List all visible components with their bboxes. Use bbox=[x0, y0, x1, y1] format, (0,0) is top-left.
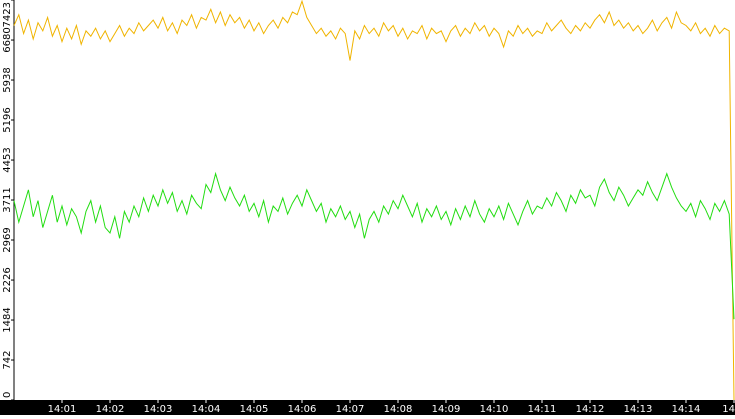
y-tick-label: 6680 bbox=[2, 27, 13, 52]
y-tick-label: 0 bbox=[2, 392, 13, 398]
y-tick-label: 2969 bbox=[2, 227, 13, 252]
x-tick-label: 14:07 bbox=[336, 404, 365, 415]
series-line bbox=[13, 0, 735, 401]
x-tick-label: 14:02 bbox=[96, 404, 125, 415]
x-tick-label: 14:03 bbox=[144, 404, 173, 415]
x-tick-label: 14:01 bbox=[48, 404, 77, 415]
x-tick-label: 14:05 bbox=[240, 404, 269, 415]
x-axis-band bbox=[0, 400, 735, 415]
y-tick-label: 3711 bbox=[2, 187, 13, 212]
y-tick-label: 2226 bbox=[2, 267, 13, 292]
x-tick-label: 14 bbox=[722, 404, 735, 415]
x-tick-label: 14:04 bbox=[192, 404, 221, 415]
y-tick-label: 7423 bbox=[2, 2, 13, 27]
x-tick-label: 14:10 bbox=[480, 404, 509, 415]
y-tick-label: 742 bbox=[2, 350, 13, 369]
x-tick-label: 14:12 bbox=[576, 404, 605, 415]
x-tick-label: 14:09 bbox=[432, 404, 461, 415]
x-tick-label: 14:14 bbox=[672, 404, 701, 415]
y-tick-label: 5196 bbox=[2, 107, 13, 132]
y-tick-label: 5938 bbox=[2, 67, 13, 92]
y-tick-label: 4453 bbox=[2, 147, 13, 172]
y-tick-label: 1484 bbox=[2, 307, 13, 332]
x-tick-label: 14:13 bbox=[624, 404, 653, 415]
x-tick-label: 14:06 bbox=[288, 404, 317, 415]
x-tick-label: 14:08 bbox=[384, 404, 413, 415]
series-line bbox=[13, 171, 735, 320]
x-tick-label: 14:11 bbox=[528, 404, 557, 415]
